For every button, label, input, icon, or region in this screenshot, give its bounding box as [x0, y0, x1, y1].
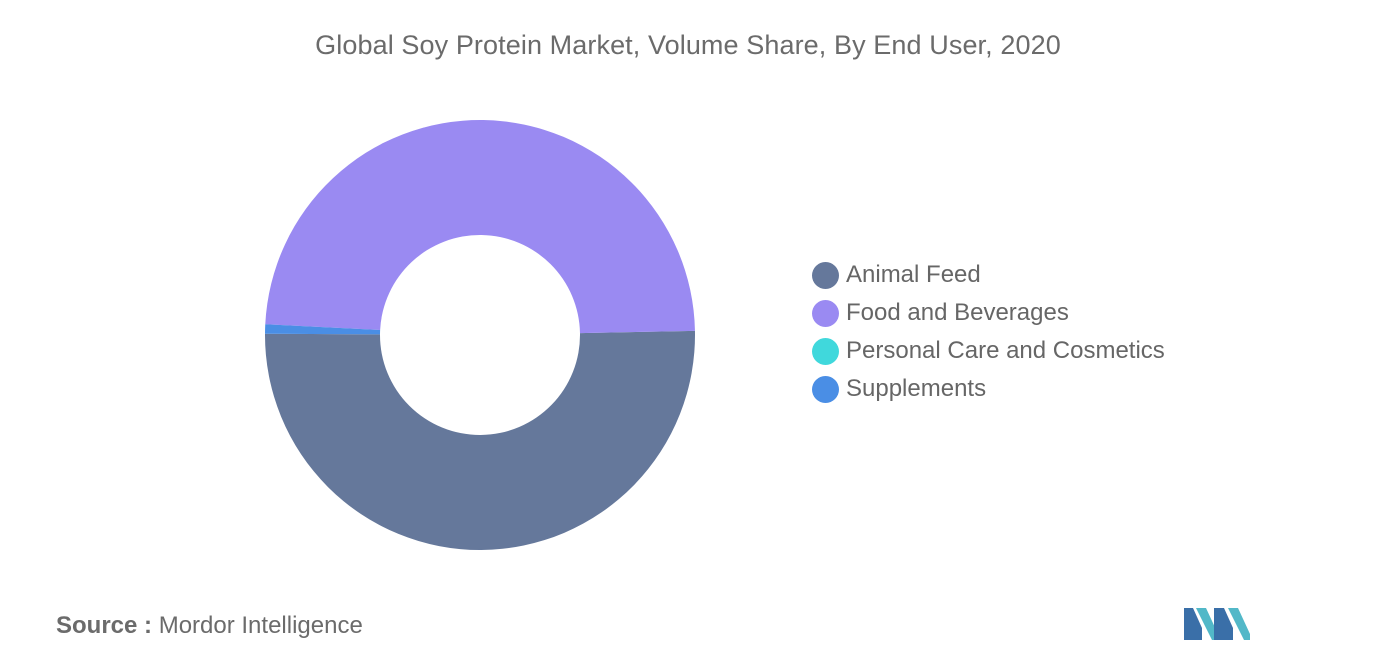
chart-legend: Animal Feed Food and Beverages Personal … — [812, 256, 1165, 408]
chart-title: Global Soy Protein Market, Volume Share,… — [315, 30, 1061, 60]
legend-label-animal-feed: Animal Feed — [846, 261, 981, 288]
source-text: Mordor Intelligence — [158, 612, 363, 639]
mordor-intelligence-logo — [1184, 608, 1250, 640]
donut-slice-food-and-beverages — [265, 120, 695, 334]
legend-label-food-and-beverages: Food and Beverages — [846, 299, 1069, 326]
legend-label-supplements: Supplements — [846, 375, 987, 402]
legend-swatch-food-and-beverages — [812, 299, 839, 327]
legend-item-personal-care-and-cosmetics: Personal Care and Cosmetics — [812, 332, 1165, 370]
legend-item-animal-feed: Animal Feed — [812, 256, 1165, 294]
legend-swatch-supplements — [812, 375, 839, 403]
legend-label-personal-care-and-cosmetics: Personal Care and Cosmetics — [846, 337, 1165, 364]
source-label: Source : — [56, 612, 153, 639]
legend-swatch-animal-feed — [812, 261, 839, 289]
legend-swatch-personal-care-and-cosmetics — [812, 337, 839, 365]
donut-slice-animal-feed — [264, 330, 695, 551]
legend-item-supplements: Supplements — [812, 370, 1165, 408]
source-note: Source : Mordor Intelligence — [56, 612, 363, 640]
donut-slice-supplements — [265, 324, 381, 335]
legend-item-food-and-beverages: Food and Beverages — [812, 294, 1165, 332]
